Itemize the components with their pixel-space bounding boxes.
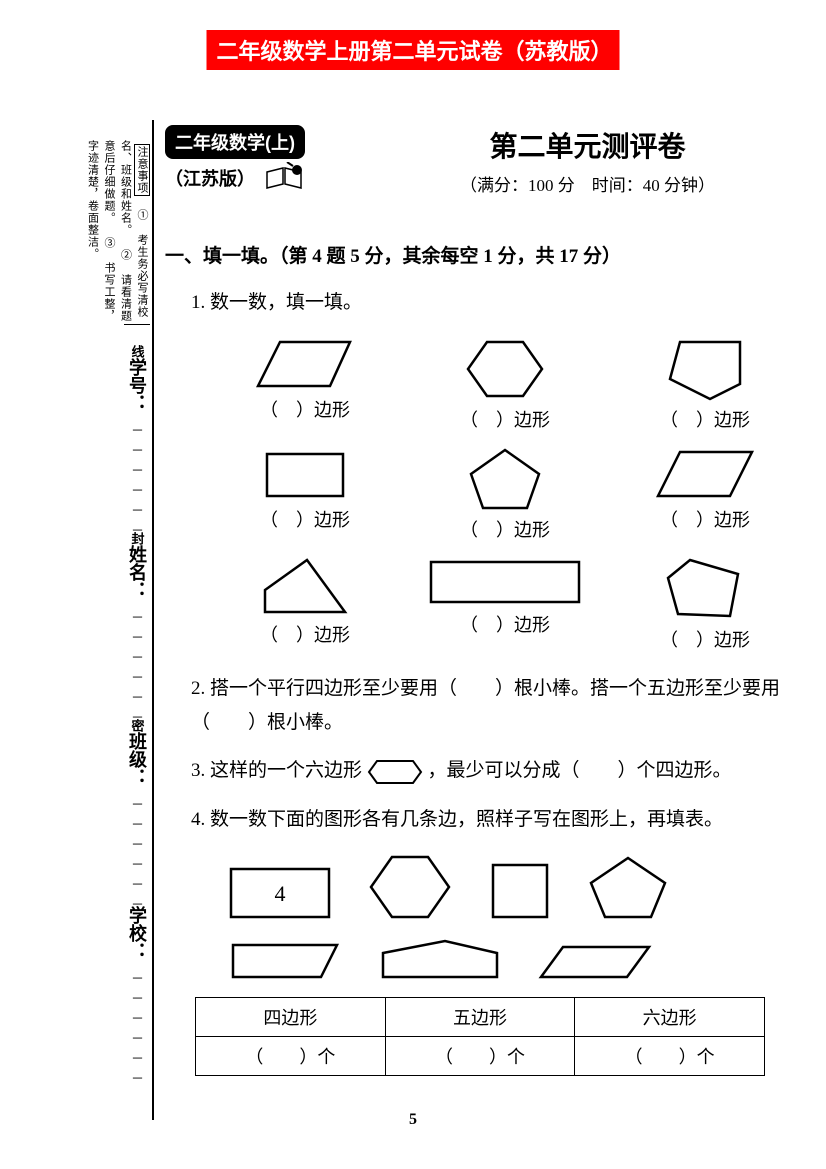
unit-title: 第二单元测评卷 bbox=[385, 125, 790, 165]
blank-label[interactable]: （ ）边形 bbox=[260, 510, 350, 530]
ans-hex[interactable]: （ ）个 bbox=[575, 1036, 765, 1075]
shape-long-rectangle: （ ）边形 bbox=[415, 554, 595, 652]
shape-pentagon-3: （ ）边形 bbox=[615, 554, 795, 652]
book-icon bbox=[265, 162, 309, 201]
q4-shapes-row1: 4 bbox=[225, 851, 790, 923]
page-number: 5 bbox=[409, 1111, 417, 1129]
shape-quad-concave: （ ）边形 bbox=[215, 554, 395, 652]
example-number: 4 bbox=[275, 881, 286, 906]
blank-label[interactable]: （ ）边形 bbox=[260, 625, 350, 645]
blank-label[interactable]: （ ）边形 bbox=[660, 630, 750, 650]
grade-badge: 二年级数学(上) bbox=[165, 125, 305, 159]
school-field[interactable]: 学校：______ bbox=[124, 906, 150, 1080]
edition-label: （江苏版） bbox=[165, 165, 255, 191]
shape-parallelogram: （ ）边形 bbox=[615, 444, 795, 542]
question-3[interactable]: 3. 这样的一个六边形 ，最少可以分成（ ）个四边形。 bbox=[191, 754, 790, 788]
section-1-heading: 一、填一填。（第 4 题 5 分，其余每空 1 分，共 17 分） bbox=[165, 241, 790, 268]
hexagon-inline-icon bbox=[367, 757, 423, 787]
question-2[interactable]: 2. 搭一个平行四边形至少要用（ ）根小棒。搭一个五边形至少要用（ ）根小棒。 bbox=[191, 672, 790, 740]
q3-text-a: 3. 这样的一个六边形 bbox=[191, 760, 362, 781]
margin-rule bbox=[152, 120, 154, 1120]
table-answer-row[interactable]: （ ）个 （ ）个 （ ）个 bbox=[196, 1036, 765, 1075]
question-1: 1. 数一数，填一填。 bbox=[191, 286, 790, 320]
question-4: 4. 数一数下面的图形各有几条边，照样子写在图形上，再填表。 bbox=[191, 803, 790, 837]
col-hex: 六边形 bbox=[575, 997, 765, 1036]
shape-quad-trapezoid: （ ）边形 bbox=[215, 334, 395, 432]
binding-margin: 注意事项 ① 考生务必写清校名、班级和姓名。 ② 请看清题意后仔细做题。 ③ 书… bbox=[60, 140, 150, 1100]
blank-label[interactable]: （ ）边形 bbox=[460, 615, 550, 635]
exam-header: 二年级数学(上) （江苏版） 第二单元测评卷 （满分：100 分 时间：40 分… bbox=[165, 125, 790, 201]
score-time: （满分：100 分 时间：40 分钟） bbox=[385, 171, 790, 196]
q4-square bbox=[485, 859, 555, 923]
q4-hexagon bbox=[365, 851, 455, 923]
count-table: 四边形 五边形 六边形 （ ）个 （ ）个 （ ）个 bbox=[195, 997, 765, 1076]
cut-marker-2: 封 bbox=[128, 532, 147, 545]
col-pent: 五边形 bbox=[385, 997, 575, 1036]
ans-quad[interactable]: （ ）个 bbox=[196, 1036, 386, 1075]
shape-hexagon: （ ）边形 bbox=[415, 334, 595, 432]
q4-rect-example: 4 bbox=[225, 863, 335, 923]
cut-marker-3: 密 bbox=[128, 719, 147, 732]
student-info-strip: 线 学号：______ 封 姓名：______ 密 班级：______ 学校：_… bbox=[124, 324, 150, 1100]
q3-text-b: ，最少可以分成（ ）个四边形。 bbox=[428, 760, 732, 781]
student-id-field[interactable]: 学号：______ bbox=[124, 358, 150, 532]
shape-pentagon-2: （ ）边形 bbox=[415, 444, 595, 542]
shape-rectangle: （ ）边形 bbox=[215, 444, 395, 542]
student-name-field[interactable]: 姓名：______ bbox=[124, 545, 150, 719]
blank-label[interactable]: （ ）边形 bbox=[460, 410, 550, 430]
document-title: 二年级数学上册第二单元试卷（苏教版） bbox=[207, 30, 620, 70]
cut-marker-1: 线 bbox=[128, 345, 147, 358]
ans-pent[interactable]: （ ）个 bbox=[385, 1036, 575, 1075]
q4-trapezoid bbox=[225, 939, 345, 983]
blank-label[interactable]: （ ）边形 bbox=[260, 400, 350, 420]
blank-label[interactable]: （ ）边形 bbox=[660, 410, 750, 430]
q4-shapes-row2 bbox=[225, 937, 790, 983]
shape-grid: （ ）边形 （ ）边形 （ ）边形 （ ）边形 （ ）边形 （ ）边形 （ ）边… bbox=[215, 334, 790, 652]
q4-house-pentagon bbox=[375, 937, 505, 983]
blank-label[interactable]: （ ）边形 bbox=[660, 510, 750, 530]
blank-label[interactable]: （ ）边形 bbox=[460, 520, 550, 540]
q4-pentagon bbox=[585, 853, 671, 923]
class-field[interactable]: 班级：______ bbox=[124, 732, 150, 906]
exam-notes: 注意事项 ① 考生务必写清校名、班级和姓名。 ② 请看清题意后仔细做题。 ③ 书… bbox=[84, 140, 150, 324]
table-header-row: 四边形 五边形 六边形 bbox=[196, 997, 765, 1036]
exam-content: 二年级数学(上) （江苏版） 第二单元测评卷 （满分：100 分 时间：40 分… bbox=[165, 125, 790, 1076]
q4-parallelogram bbox=[535, 941, 655, 983]
col-quad: 四边形 bbox=[196, 997, 386, 1036]
notes-label: 注意事项 bbox=[134, 144, 150, 196]
shape-pentagon-1: （ ）边形 bbox=[615, 334, 795, 432]
